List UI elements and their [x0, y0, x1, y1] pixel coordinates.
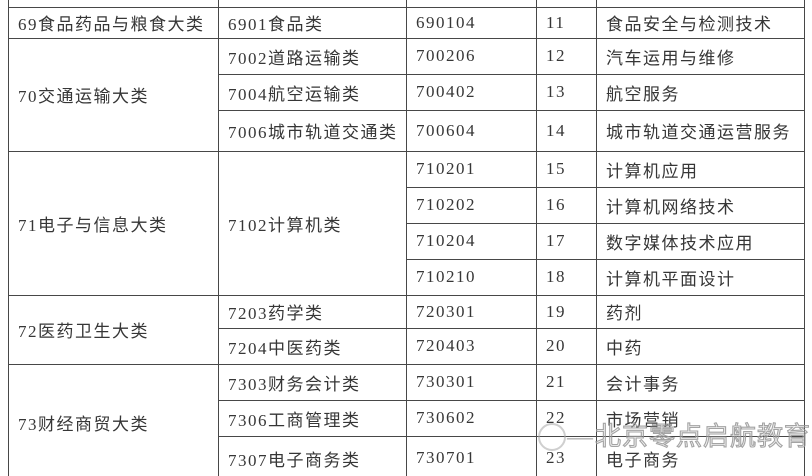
table-row: 72医药卫生大类 7203药学类 720301 19 药剂 — [8, 294, 805, 365]
subcategory-cell: 7006城市轨道交通类 — [218, 109, 407, 152]
table-row: 70交通运输大类 7002道路运输类 700206 12 汽车运用与维修 — [8, 37, 805, 152]
number-cell: 13 — [536, 73, 597, 111]
major-name-cell: 计算机平面设计 — [596, 258, 805, 296]
number-cell: 11 — [536, 6, 597, 39]
cropped-cell — [406, 0, 537, 8]
subcategory-cell: 7307电子商务类 — [218, 435, 407, 476]
code-cell: 720403 — [406, 327, 537, 365]
number-cell: 20 — [536, 327, 597, 365]
table-row: 710202 16 计算机网络技术 — [9, 186, 805, 224]
subcategory-cell: 7306工商管理类 — [218, 399, 407, 437]
category-cell: 69食品药品与粮食大类 — [8, 6, 219, 39]
major-name-cell: 汽车运用与维修 — [596, 37, 805, 75]
code-cell: 700206 — [406, 37, 537, 75]
number-cell: 18 — [536, 258, 597, 296]
major-name-cell: 食品安全与检测技术 — [596, 6, 805, 39]
number-cell: 16 — [536, 186, 597, 224]
code-cell: 710204 — [406, 222, 537, 260]
cropped-cell — [596, 0, 805, 8]
subcategory-cell: 7002道路运输类 — [218, 37, 407, 75]
code-cell: 710210 — [406, 258, 537, 296]
subcategory-cell: 7204中医药类 — [218, 327, 407, 365]
table-row: 710210 18 计算机平面设计 — [9, 258, 805, 296]
table-row: 7306工商管理类 730602 22 市场营销 — [9, 399, 805, 437]
major-name-cell: 航空服务 — [596, 73, 805, 111]
major-name-cell: 电子商务 — [596, 435, 805, 476]
table-row: 710204 17 数字媒体技术应用 — [9, 222, 805, 260]
subcategory-cell: 7203药学类 — [218, 294, 407, 329]
table-row: 7006城市轨道交通类 700604 14 城市轨道交通运营服务 — [9, 109, 805, 152]
number-cell: 12 — [536, 37, 597, 75]
table-row: 7004航空运输类 700402 13 航空服务 — [9, 73, 805, 111]
number-cell: 17 — [536, 222, 597, 260]
majors-table: 69食品药品与粮食大类 6901食品类 690104 11 食品安全与检测技术 70交通运… — [8, 0, 805, 476]
cropped-cell — [218, 0, 407, 8]
number-cell: 15 — [536, 150, 597, 188]
cropped-row-top — [8, 0, 805, 8]
code-cell: 710202 — [406, 186, 537, 224]
code-cell: 730701 — [406, 435, 537, 476]
subcategory-cell: 7102计算机类 — [218, 150, 407, 296]
code-cell: 720301 — [406, 294, 537, 329]
code-cell: 730301 — [406, 363, 537, 401]
code-cell: 690104 — [406, 6, 537, 39]
code-cell: 700402 — [406, 73, 537, 111]
number-cell: 19 — [536, 294, 597, 329]
major-name-cell: 药剂 — [596, 294, 805, 329]
major-name-cell: 数字媒体技术应用 — [596, 222, 805, 260]
category-cell: 73财经商贸大类 — [8, 363, 219, 476]
major-name-cell: 中药 — [596, 327, 805, 365]
category-cell: 71电子与信息大类 — [8, 150, 219, 296]
subcategory-cell: 6901食品类 — [218, 6, 407, 39]
table-row: 73财经商贸大类 7303财务会计类 730301 21 会计事务 — [8, 363, 805, 476]
code-cell: 730602 — [406, 399, 537, 437]
table-row: 69食品药品与粮食大类 6901食品类 690104 11 食品安全与检测技术 — [8, 6, 805, 39]
cropped-cell — [536, 0, 597, 8]
category-cell: 72医药卫生大类 — [8, 294, 219, 365]
code-cell: 710201 — [406, 150, 537, 188]
table-row: 71电子与信息大类 7102计算机类 710201 15 计算机应用 — [8, 150, 805, 296]
number-cell: 22 — [536, 399, 597, 437]
subcategory-cell: 7303财务会计类 — [218, 363, 407, 401]
major-name-cell: 城市轨道交通运营服务 — [596, 109, 805, 152]
code-cell: 700604 — [406, 109, 537, 152]
number-cell: 23 — [536, 435, 597, 476]
major-name-cell: 市场营销 — [596, 399, 805, 437]
subcategory-cell: 7004航空运输类 — [218, 73, 407, 111]
major-name-cell: 会计事务 — [596, 363, 805, 401]
category-cell: 70交通运输大类 — [8, 37, 219, 152]
cropped-cell — [8, 0, 219, 8]
table-row: 7307电子商务类 730701 23 电子商务 — [9, 435, 805, 476]
number-cell: 21 — [536, 363, 597, 401]
table-row: 7204中医药类 720403 20 中药 — [9, 327, 805, 365]
number-cell: 14 — [536, 109, 597, 152]
major-name-cell: 计算机应用 — [596, 150, 805, 188]
table-body: 69食品药品与粮食大类 6901食品类 690104 11 食品安全与检测技术 70交通运… — [8, 0, 805, 476]
major-name-cell: 计算机网络技术 — [596, 186, 805, 224]
